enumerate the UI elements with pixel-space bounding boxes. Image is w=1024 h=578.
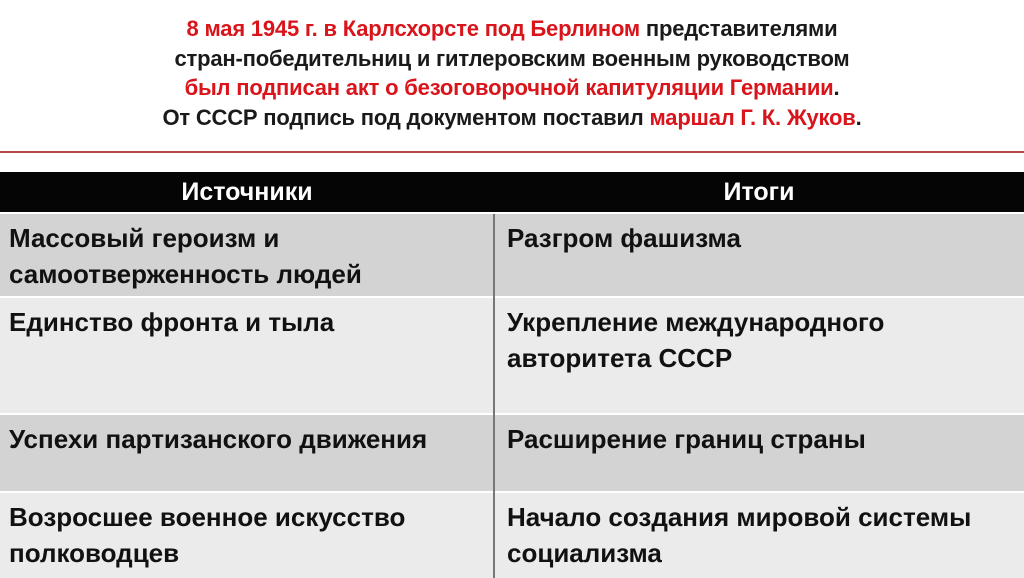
cell-source: Успехи партизанского движения — [0, 413, 494, 492]
cell-result: Расширение границ страны — [493, 413, 1024, 492]
results-table: Источники Итоги Массовый героизм и самоо… — [0, 172, 1024, 578]
cell-source: Массовый героизм и самоотверженность люд… — [0, 212, 494, 297]
intro-highlight: маршал Г. К. Жуков — [649, 104, 856, 130]
intro-text-part: От СССР подпись под документом поставил — [162, 104, 650, 130]
cell-result: Начало создания мировой системы социализ… — [493, 491, 1024, 578]
intro-line-3: был подписан акт о безоговорочной капиту… — [0, 73, 1024, 103]
intro-highlight: был подписан акт о безоговорочной капиту… — [184, 75, 834, 100]
cell-source: Возросшее военное искусство полководцев — [0, 491, 494, 578]
intro-line-4: От СССР подпись под документом поставил … — [0, 103, 1024, 133]
table-row: Массовый героизм и самоотверженность люд… — [0, 212, 1024, 297]
table-row: Возросшее военное искусство полководцев … — [0, 491, 1024, 578]
table-row: Единство фронта и тыла Укрепление междун… — [0, 296, 1024, 414]
header-results: Итоги — [494, 172, 1024, 213]
intro-line-2: стран-победительниц и гитлеровским военн… — [174, 45, 850, 71]
table-row: Успехи партизанского движения Расширение… — [0, 413, 1024, 492]
table-header-row: Источники Итоги — [0, 172, 1024, 213]
cell-result: Укрепление международного авторитета ССС… — [493, 296, 1024, 414]
cell-result: Разгром фашизма — [493, 212, 1024, 297]
cell-source: Единство фронта и тыла — [0, 296, 494, 414]
divider-line — [0, 151, 1024, 153]
intro-highlight: 8 мая 1945 г. в Карлсхорсте под Берлином — [186, 16, 641, 41]
intro-text: 8 мая 1945 г. в Карлсхорсте под Берлином… — [0, 14, 1024, 132]
header-sources: Источники — [0, 172, 494, 213]
intro-line-1: 8 мая 1945 г. в Карлсхорсте под Берлином… — [0, 14, 1024, 44]
intro-text-part: представителями — [639, 16, 838, 41]
intro-text-part: . — [855, 104, 862, 130]
intro-text-part: . — [833, 75, 840, 100]
